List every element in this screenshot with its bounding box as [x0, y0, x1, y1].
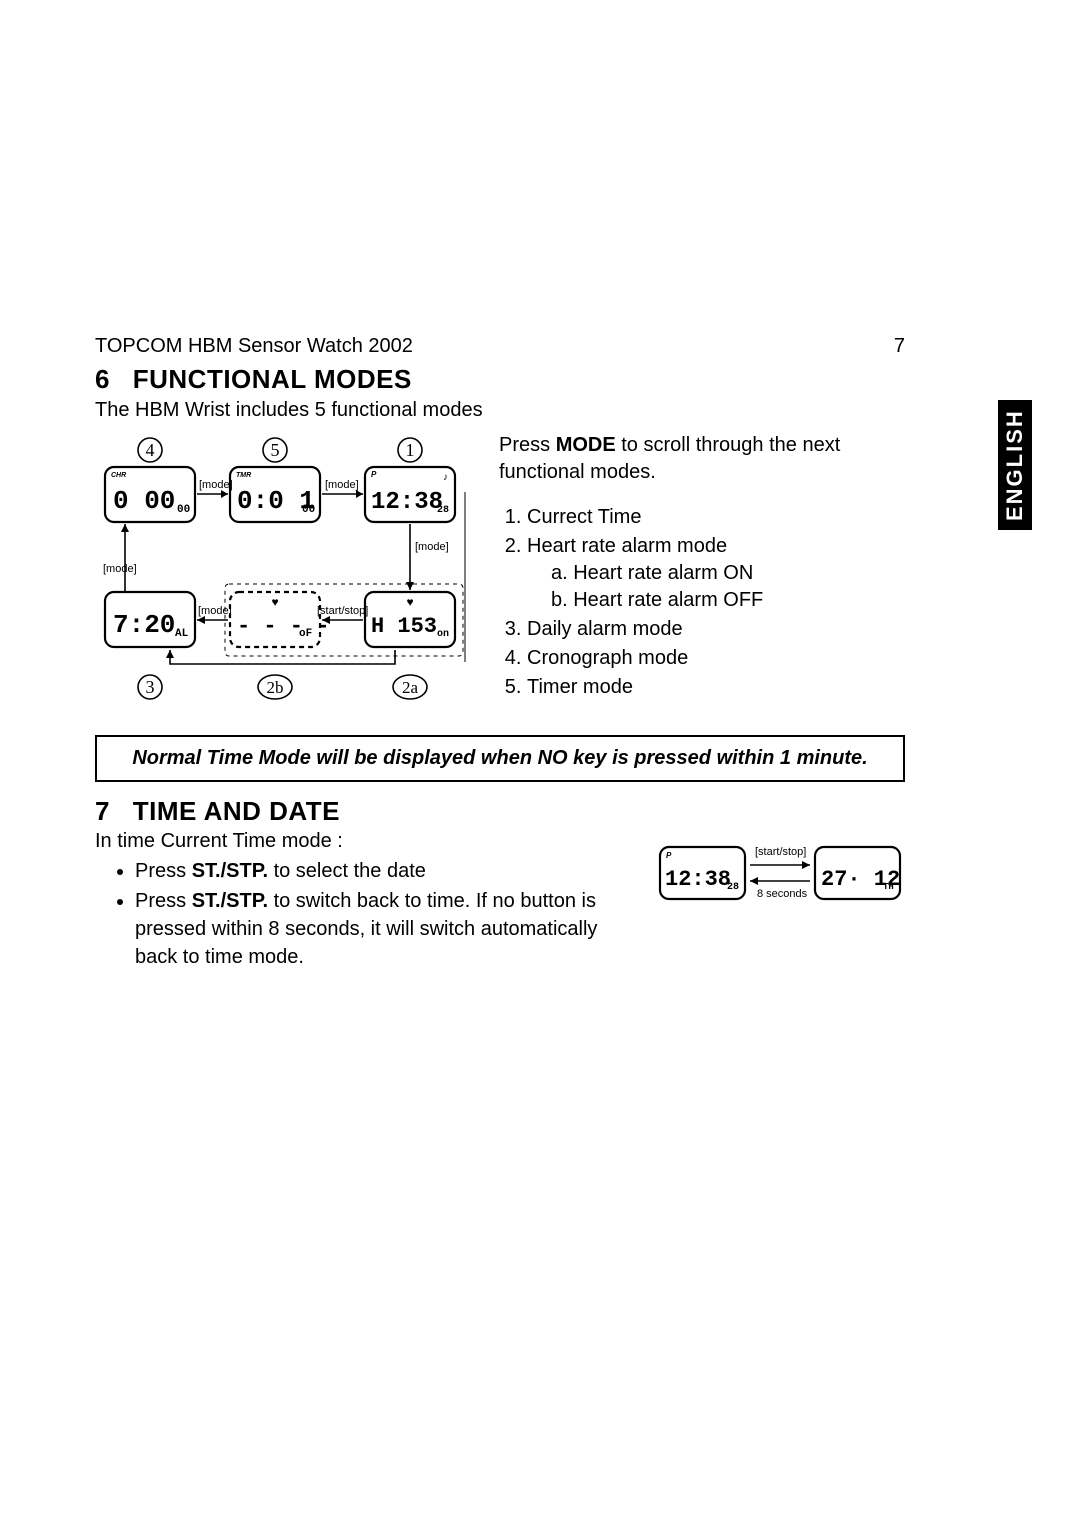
svg-text:12:38: 12:38 — [665, 867, 731, 892]
svg-text:0 00: 0 00 — [113, 486, 175, 516]
screen-date: 27· 12 TH — [815, 847, 900, 899]
mode-item-4: Cronograph mode — [527, 645, 905, 672]
svg-text:♥: ♥ — [406, 595, 413, 609]
svg-text:H 153: H 153 — [371, 614, 437, 639]
page-number: 7 — [894, 335, 905, 358]
svg-text:5: 5 — [271, 440, 280, 460]
svg-text:00: 00 — [177, 504, 190, 516]
screen-2a: ♥ H 153 on — [365, 592, 455, 647]
arrow-5-to-1: [mode] — [322, 479, 363, 498]
circle-2a: 2a — [393, 675, 427, 699]
svg-text:on: on — [437, 629, 449, 640]
page: ENGLISH TOPCOM HBM Sensor Watch 2002 7 6… — [0, 0, 1080, 1528]
arrow-right — [750, 861, 810, 869]
press-mode-bold: MODE — [556, 434, 616, 456]
arrow-2b-to-3: [mode] — [197, 605, 232, 624]
screen-2b: ♥ - - - - oF — [230, 592, 329, 647]
circle-1: 1 — [398, 438, 422, 462]
svg-text:2b: 2b — [267, 678, 284, 697]
section-7-title: 7 TIME AND DATE — [95, 796, 905, 827]
arrow-4-to-5: [mode] — [197, 479, 233, 498]
language-tab: ENGLISH — [998, 400, 1032, 530]
b2a: Press — [135, 890, 192, 912]
svg-text:P: P — [371, 470, 377, 479]
press-text-a: Press — [499, 434, 556, 456]
screen-1: P 12:38 28 ♪ — [365, 467, 455, 522]
circle-2b: 2b — [258, 675, 292, 699]
mode-2-label: Heart rate alarm mode — [527, 535, 727, 557]
section-7-num: 7 — [95, 796, 125, 827]
label-startstop: [start/stop] — [755, 846, 806, 858]
svg-text:3: 3 — [146, 677, 155, 697]
svg-text:1: 1 — [406, 440, 415, 460]
page-header: TOPCOM HBM Sensor Watch 2002 7 — [95, 335, 905, 358]
svg-text:[mode]: [mode] — [198, 605, 232, 617]
content-area: TOPCOM HBM Sensor Watch 2002 7 6 FUNCTIO… — [95, 335, 905, 973]
mode-item-3: Daily alarm mode — [527, 616, 905, 643]
svg-text:[mode]: [mode] — [199, 479, 233, 491]
section-6-heading: FUNCTIONAL MODES — [133, 364, 412, 394]
b2-bold: ST./STP. — [192, 890, 268, 912]
svg-text:TMR: TMR — [236, 472, 251, 479]
svg-text:♥: ♥ — [271, 595, 278, 609]
screen-3: 7:20 AL — [105, 592, 195, 647]
circle-4: 4 — [138, 438, 162, 462]
section-7-heading: TIME AND DATE — [133, 796, 340, 826]
section-7-text: In time Current Time mode : Press ST./ST… — [95, 827, 635, 973]
label-8sec: 8 seconds — [757, 888, 808, 900]
mode-2b: b. Heart rate alarm OFF — [551, 587, 905, 614]
svg-text:2a: 2a — [402, 678, 419, 697]
bullet-2: Press ST./STP. to switch back to time. I… — [135, 887, 635, 971]
svg-text:P: P — [666, 851, 672, 860]
svg-text:- - - -: - - - - — [237, 614, 329, 639]
svg-text:7:20: 7:20 — [113, 610, 175, 640]
modes-list: Currect Time Heart rate alarm mode a. He… — [499, 504, 905, 701]
bullet-1: Press ST./STP. to select the date — [135, 857, 635, 885]
section-6-title: 6 FUNCTIONAL MODES — [95, 364, 905, 395]
svg-text:[mode]: [mode] — [103, 563, 137, 575]
press-mode-text: Press MODE to scroll through the next fu… — [499, 432, 905, 486]
section-7: 7 TIME AND DATE In time Current Time mod… — [95, 796, 905, 973]
arrow-2a-to-3-skip — [166, 650, 395, 664]
svg-text:28: 28 — [437, 505, 449, 516]
svg-text:CHR: CHR — [111, 472, 126, 479]
time-date-diagram: P 12:38 28 27· 12 TH — [655, 827, 905, 922]
mode-2a: a. Heart rate alarm ON — [551, 560, 905, 587]
modes-diagram: 4 5 1 CHR 0 00 00 — [95, 432, 475, 717]
section-6-columns: 4 5 1 CHR 0 00 00 — [95, 432, 905, 717]
b1b: to select the date — [268, 860, 426, 882]
section-6-num: 6 — [95, 364, 125, 395]
svg-text:AL: AL — [175, 628, 189, 640]
svg-text:28: 28 — [727, 882, 739, 893]
b1-bold: ST./STP. — [192, 860, 268, 882]
arrow-1-to-2a: [mode] — [406, 524, 449, 590]
section-6-intro: The HBM Wrist includes 5 functional mode… — [95, 399, 905, 422]
svg-text:[mode]: [mode] — [415, 541, 449, 553]
screen-time: P 12:38 28 — [660, 847, 745, 899]
screen-5: TMR 0:0 1 00 — [230, 467, 320, 522]
section-7-intro: In time Current Time mode : — [95, 827, 635, 855]
svg-text:TH: TH — [883, 882, 894, 892]
circle-3: 3 — [138, 675, 162, 699]
mode-item-1: Currect Time — [527, 504, 905, 531]
svg-text:[mode]: [mode] — [325, 479, 359, 491]
arrow-2a-to-2b: [start/stop] — [317, 605, 368, 624]
modes-description: Press MODE to scroll through the next fu… — [499, 432, 905, 717]
svg-text:12:38: 12:38 — [371, 489, 443, 516]
note-box: Normal Time Mode will be displayed when … — [95, 735, 905, 782]
circle-5: 5 — [263, 438, 287, 462]
svg-text:♪: ♪ — [443, 472, 448, 483]
b1a: Press — [135, 860, 192, 882]
product-name: TOPCOM HBM Sensor Watch 2002 — [95, 335, 413, 358]
svg-text:00: 00 — [302, 504, 315, 516]
mode-item-5: Timer mode — [527, 674, 905, 701]
svg-text:4: 4 — [146, 440, 155, 460]
screen-4: CHR 0 00 00 — [105, 467, 195, 522]
mode-item-2: Heart rate alarm mode a. Heart rate alar… — [527, 533, 905, 614]
svg-text:[start/stop]: [start/stop] — [317, 605, 368, 617]
arrow-left — [750, 877, 810, 885]
svg-text:oF: oF — [299, 628, 312, 640]
